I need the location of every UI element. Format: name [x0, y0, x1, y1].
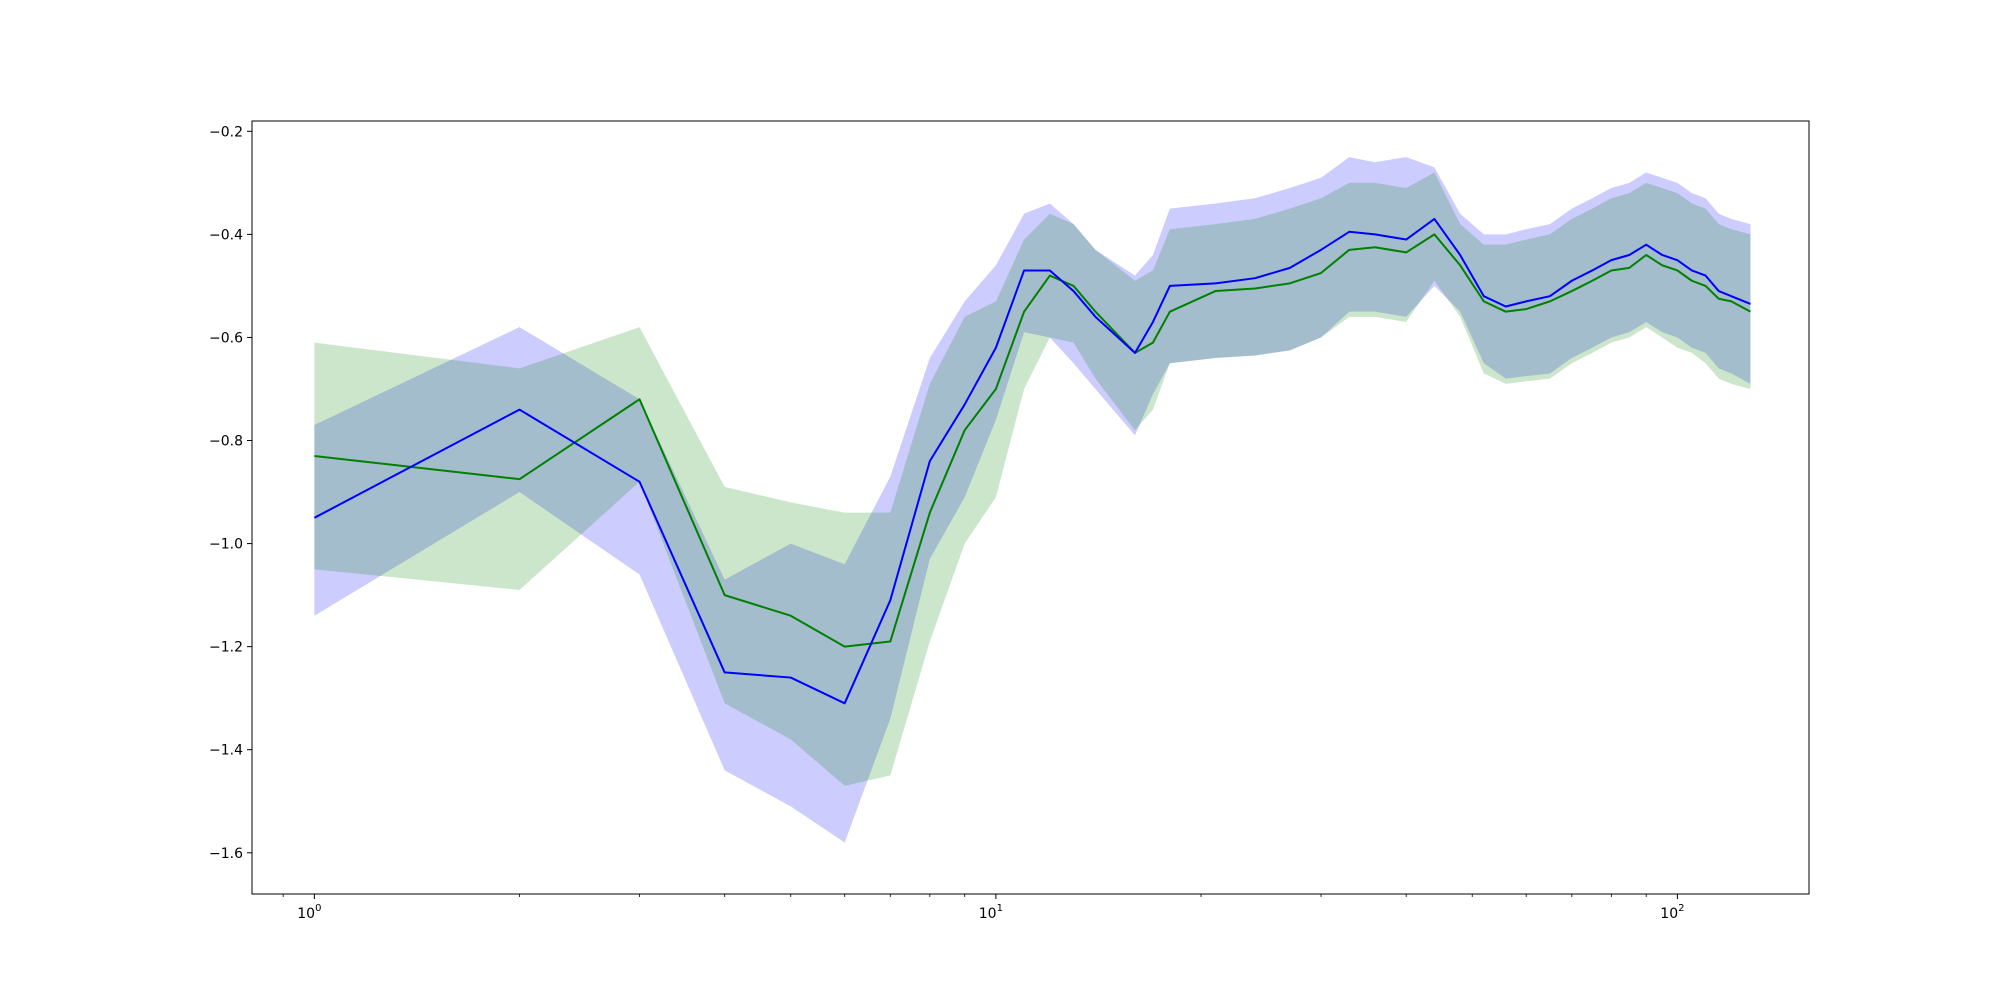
- y-tick-label: −0.8: [209, 434, 243, 450]
- confidence-band-series-1: [314, 157, 1751, 843]
- x-tick-base: 10: [297, 906, 315, 922]
- x-tick-exponent: 2: [1678, 903, 1684, 914]
- x-tick-exponent: 1: [997, 903, 1003, 914]
- y-tick-label: −1.4: [209, 743, 243, 759]
- x-tick-label: 102: [1660, 903, 1684, 922]
- y-tick-label: −1.2: [209, 640, 243, 656]
- x-tick-label: 100: [297, 903, 321, 922]
- x-tick-base: 10: [1660, 906, 1678, 922]
- y-tick-label: −1.6: [209, 846, 243, 862]
- x-tick-label: 101: [979, 903, 1003, 922]
- mean-line-series-2: [314, 233, 1751, 648]
- y-tick-label: −0.6: [209, 330, 243, 346]
- y-tick-label: −1.0: [209, 537, 243, 553]
- x-tick-exponent: 0: [315, 903, 321, 914]
- y-tick-label: −0.4: [209, 227, 243, 243]
- plot-area: [313, 157, 1751, 843]
- x-tick-base: 10: [979, 906, 997, 922]
- axes-frame: [251, 120, 1810, 895]
- confidence-band-series-2: [314, 172, 1751, 786]
- y-axis: −1.6 −1.4 −1.2 −1.0 −0.8 −0.6 −0.4 −0.2: [209, 124, 252, 862]
- mean-line-series-1: [313, 217, 1751, 705]
- y-tick-label: −0.2: [209, 124, 243, 140]
- x-axis: 100 101 102: [282, 894, 1684, 922]
